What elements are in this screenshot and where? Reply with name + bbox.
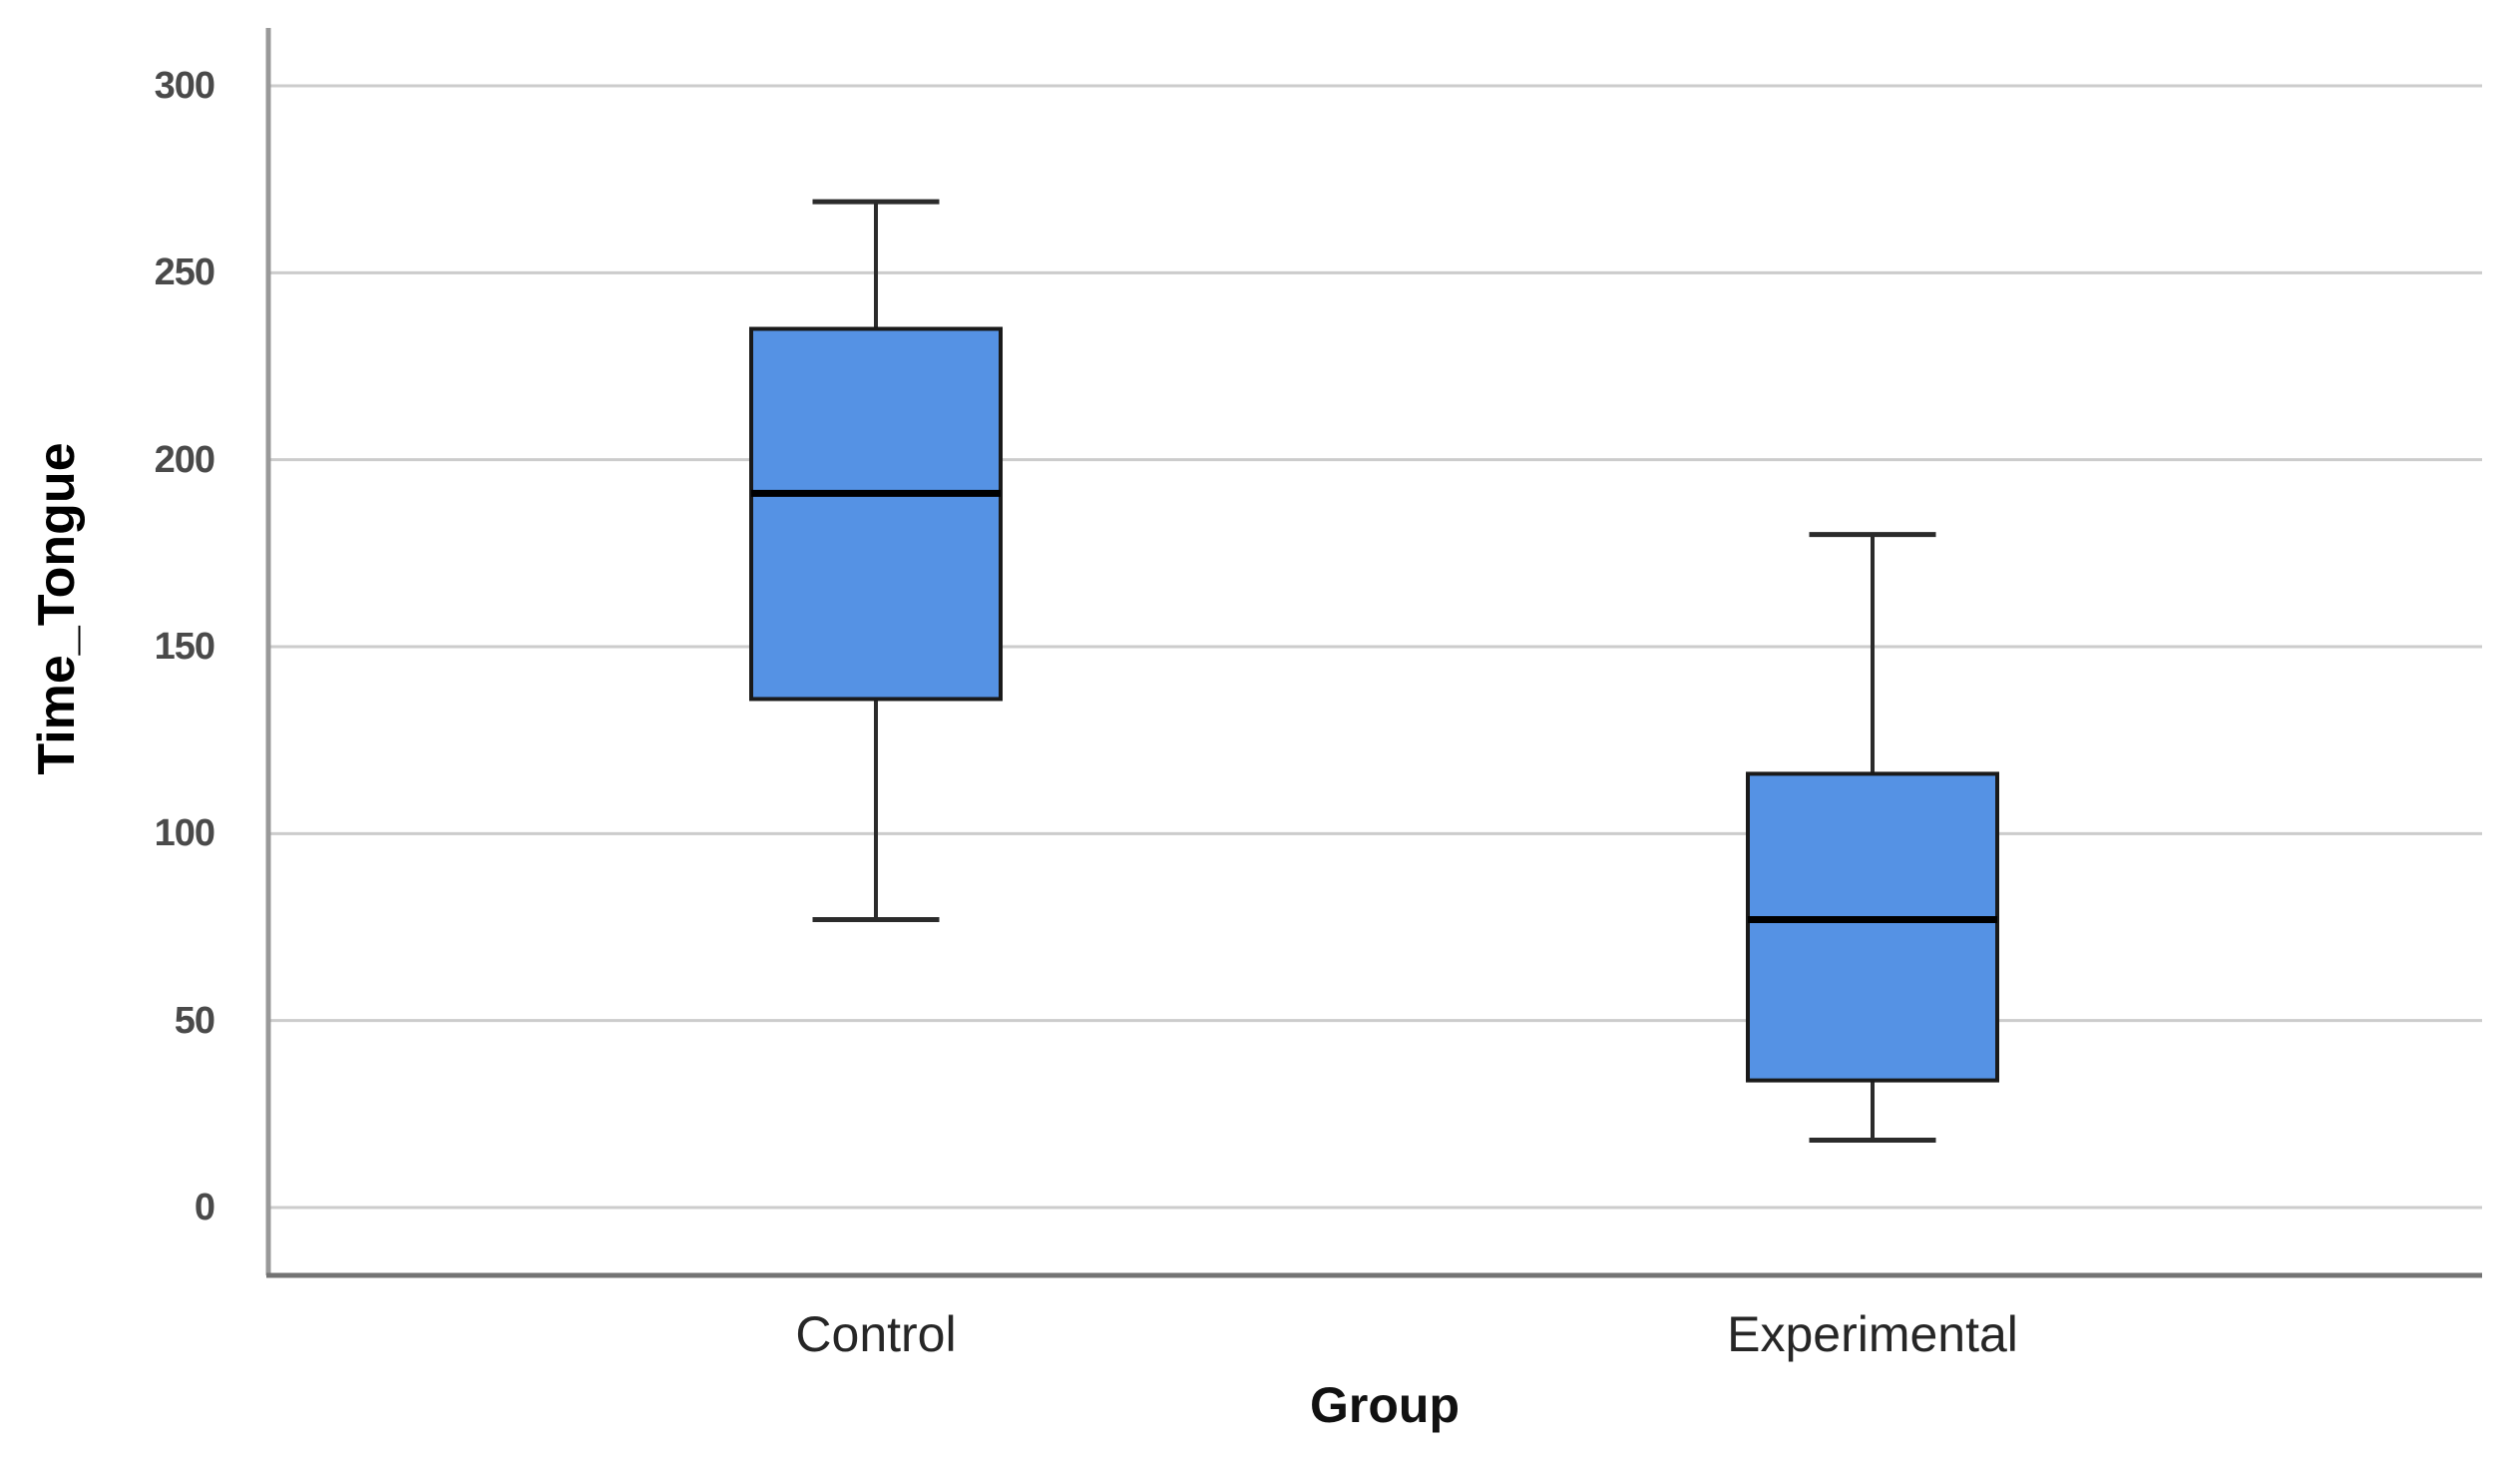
y-tick-label: 0 [194,1187,215,1228]
x-category-label-control: Control [795,1306,957,1362]
y-tick-label: 150 [154,626,215,668]
x-axis-title: Group [1310,1377,1460,1433]
y-tick-label: 300 [154,65,215,107]
y-tick-label: 100 [154,812,215,855]
y-tick-label: 250 [154,251,215,294]
y-tick-label: 50 [174,999,215,1042]
x-category-label-experimental: Experimental [1727,1306,2018,1362]
y-tick-label: 200 [154,438,215,481]
y-axis-title: Time_Tongue [28,442,86,775]
iqr-box-control [749,326,1003,702]
iqr-box-experimental [1746,771,1999,1083]
